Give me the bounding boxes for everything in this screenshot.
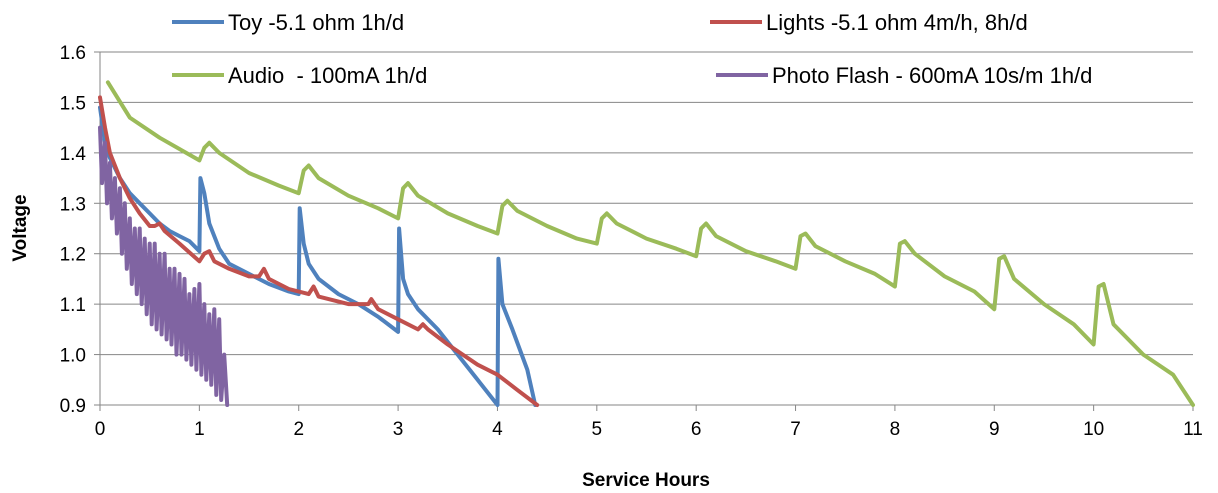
legend-item: Lights -5.1 ohm 4m/h, 8h/d (710, 10, 1028, 35)
x-tick-label: 0 (95, 419, 106, 440)
x-tick-label: 6 (691, 419, 702, 440)
y-axis-title: Voltage (10, 194, 31, 261)
legend-label: Toy -5.1 ohm 1h/d (228, 10, 404, 35)
tick-labels: 0.9 1.0 1.1 1.2 1.3 1.4 1.5 1.6 0 1 2 3 4 5 6 7 8 9 10 11 (60, 43, 1203, 440)
x-tick-label: 10 (1083, 419, 1104, 440)
gridlines (100, 51, 1193, 356)
series-line-3 (98, 125, 230, 407)
series-line-0 (98, 105, 538, 407)
y-tick-label: 1.1 (60, 295, 86, 316)
x-tick-label: 5 (592, 419, 603, 440)
legend-label: Photo Flash - 600mA 10s/m 1h/d (772, 63, 1092, 88)
y-tick-label: 1.6 (60, 43, 86, 64)
x-tick-label: 9 (989, 419, 1000, 440)
legend-item: Photo Flash - 600mA 10s/m 1h/d (716, 63, 1092, 88)
x-tick-label: 3 (393, 419, 404, 440)
y-tick-label: 0.9 (60, 396, 86, 417)
x-tick-label: 2 (293, 419, 304, 440)
series-line-1 (98, 95, 540, 407)
x-tick-label: 8 (890, 419, 901, 440)
y-tick-label: 1.0 (60, 346, 86, 367)
y-tick-label: 1.4 (60, 144, 87, 165)
legend-item: Toy -5.1 ohm 1h/d (172, 10, 404, 35)
x-axis-title: Service Hours (582, 470, 710, 491)
series-lines (98, 80, 1195, 407)
x-tick-label: 11 (1183, 419, 1203, 440)
legend-label: Lights -5.1 ohm 4m/h, 8h/d (766, 10, 1028, 35)
legend-label: Audio - 100mA 1h/d (228, 63, 427, 88)
y-tick-label: 1.3 (60, 194, 86, 215)
axes (94, 51, 1194, 411)
x-tick-label: 4 (492, 419, 503, 440)
y-tick-label: 1.2 (60, 245, 86, 266)
legend: Toy -5.1 ohm 1h/d Lights -5.1 ohm 4m/h, 8… (172, 10, 1092, 88)
legend-item: Audio - 100mA 1h/d (172, 63, 427, 88)
y-tick-label: 1.5 (60, 93, 86, 114)
x-tick-label: 7 (790, 419, 801, 440)
x-tick-label: 1 (194, 419, 205, 440)
series-line-2 (105, 80, 1195, 407)
